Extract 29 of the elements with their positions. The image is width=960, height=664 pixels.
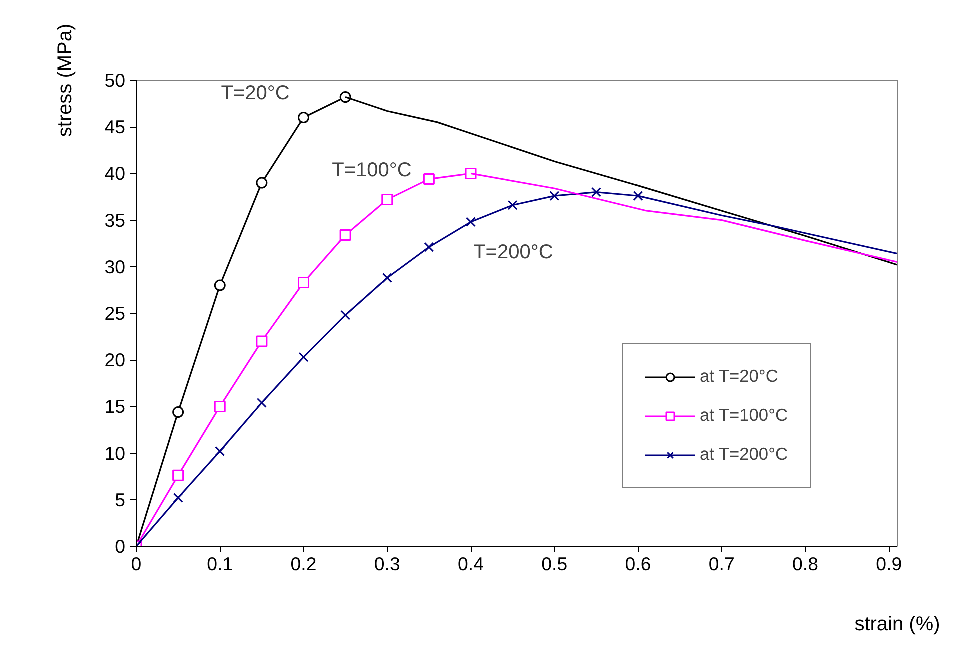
legend-label: at T=20°C — [700, 366, 778, 387]
x-tick-label: 0.5 — [542, 554, 568, 574]
x-tick-label: 0.7 — [708, 554, 735, 574]
x-axis-title: strain (%) — [854, 614, 940, 636]
annotation: T=20°C — [221, 82, 290, 104]
annotation: T=200°C — [474, 241, 554, 264]
x-tick-label: 0.8 — [792, 554, 818, 574]
x-tick-label: 0.9 — [876, 554, 902, 574]
y-tick-label: 0 — [115, 536, 126, 557]
y-tick-label: 45 — [104, 116, 126, 138]
x-tick-label: 0.4 — [458, 554, 484, 574]
y-tick-label: 40 — [104, 163, 126, 184]
x-tick-label: 0.1 — [207, 554, 234, 574]
y-tick-label: 50 — [104, 70, 126, 91]
y-tick-label: 25 — [104, 303, 126, 324]
y-tick-label: 35 — [104, 210, 126, 231]
y-tick-label: 5 — [115, 489, 126, 510]
annotation: T=100°C — [332, 160, 412, 182]
y-tick-label: 20 — [104, 350, 126, 371]
x-tick-label: 0.6 — [625, 554, 652, 574]
legend-label: at T=200°C — [700, 444, 788, 465]
y-tick-label: 30 — [104, 256, 126, 278]
x-tick-label: 0.3 — [374, 554, 400, 574]
y-tick-label: 10 — [104, 442, 126, 464]
y-axis-title: stress (MPa) — [54, 24, 77, 138]
x-tick-label: 0 — [131, 554, 142, 574]
legend-label: at T=100°C — [700, 405, 788, 426]
y-tick-label: 15 — [104, 396, 126, 418]
x-tick-label: 0.2 — [290, 554, 317, 574]
